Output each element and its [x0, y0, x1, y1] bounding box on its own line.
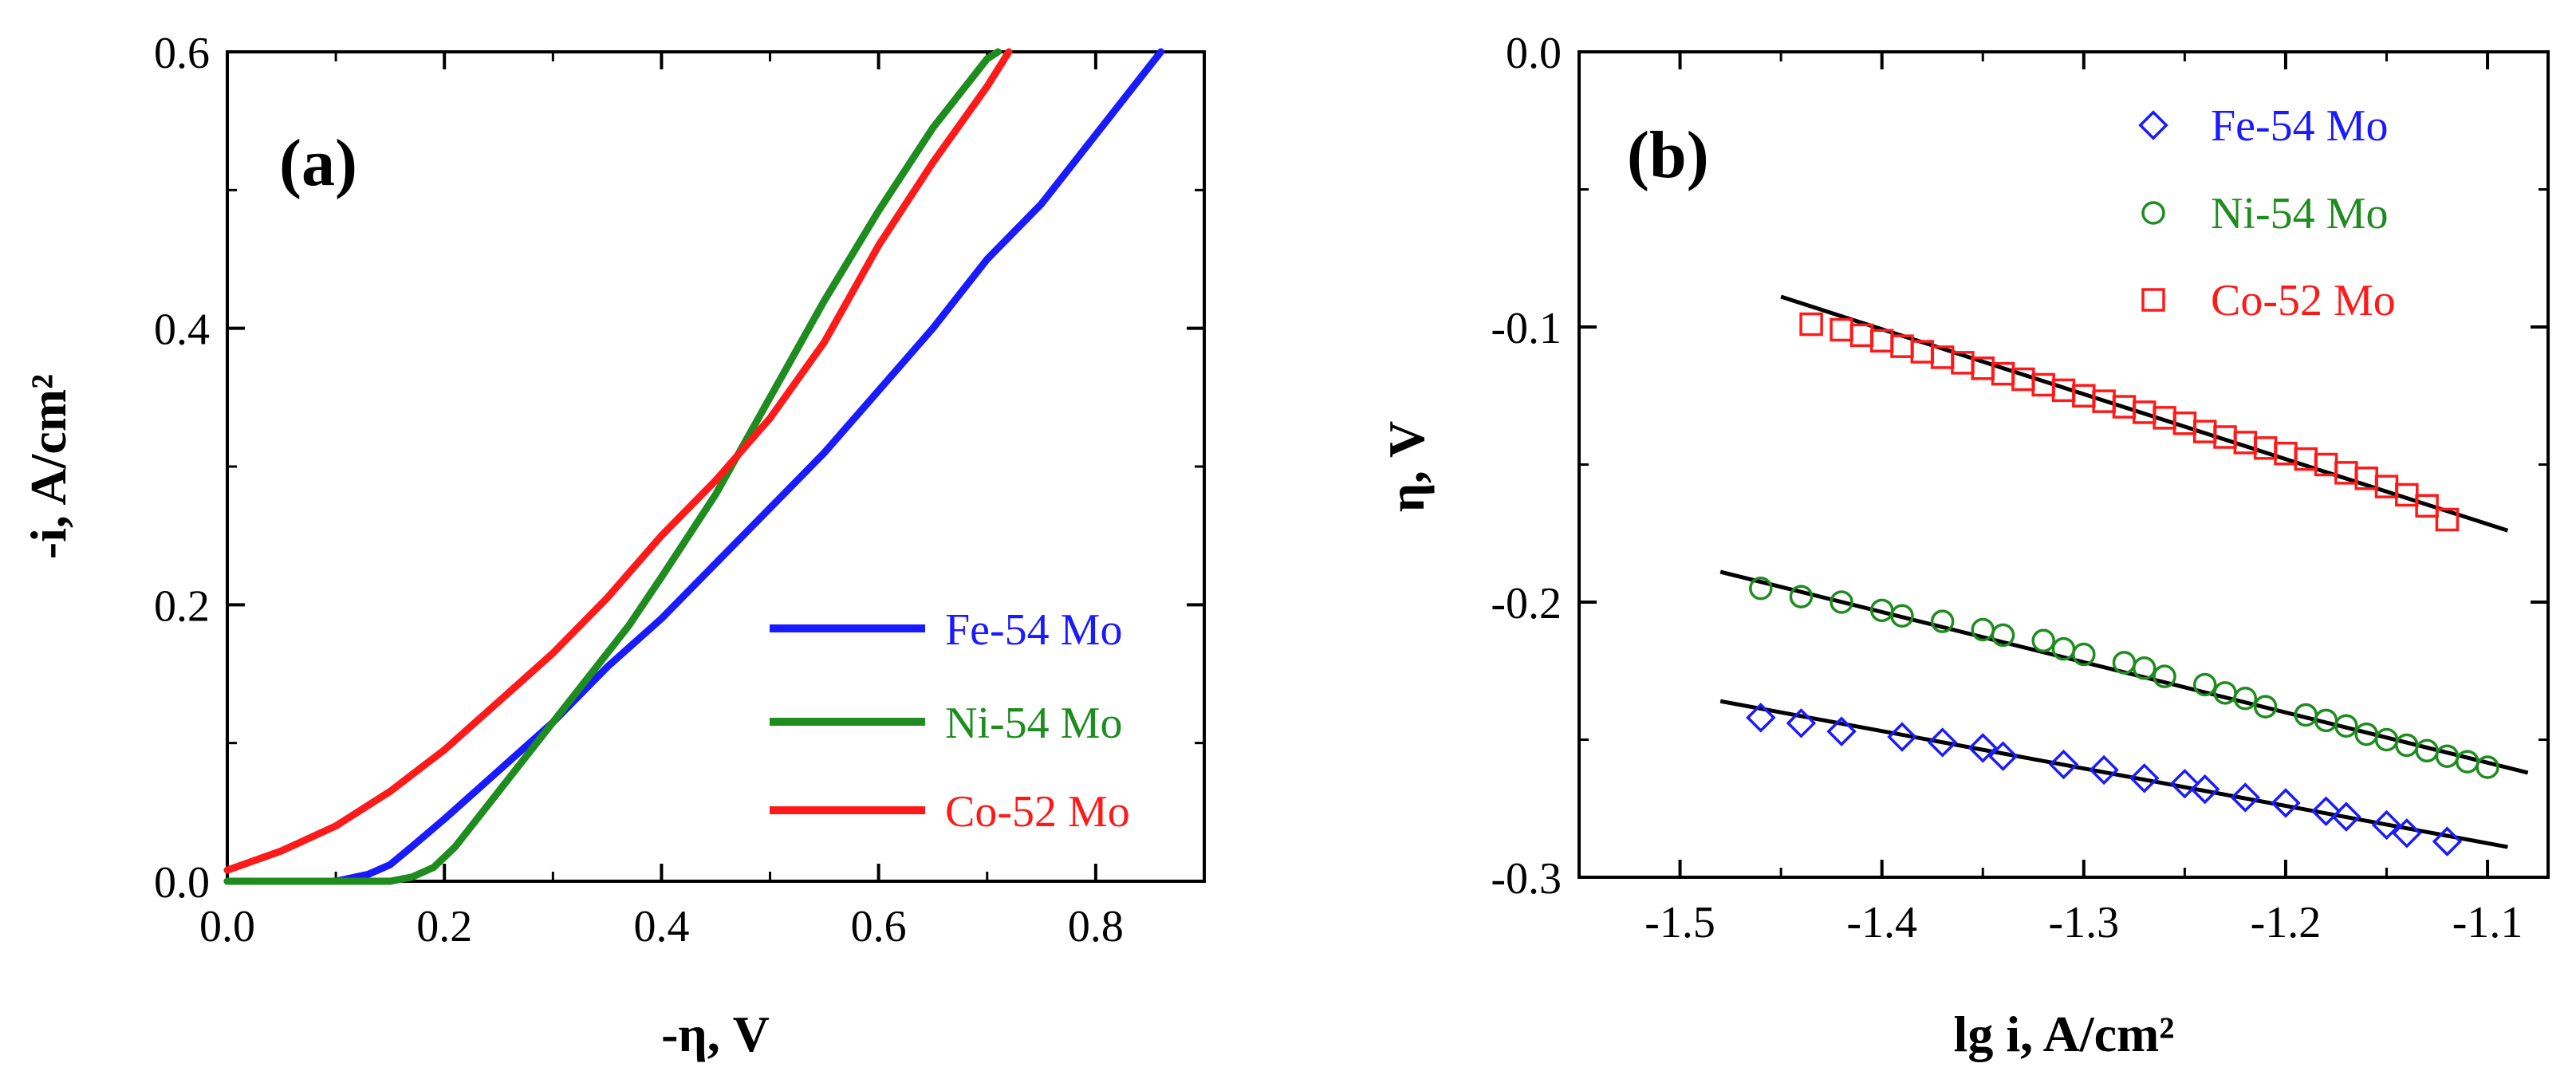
panel-b-xtick-label: -1.1 — [2452, 898, 2523, 947]
panel-b-ytick-label: -0.2 — [1491, 579, 1562, 628]
panel-b-ylabel: η, V — [1378, 421, 1435, 513]
panel-b-legend: Fe-54 Mo Ni-54 Mo Co-52 Mo — [2138, 101, 2396, 325]
panel-b-xtick-label: -1.2 — [2251, 898, 2322, 947]
panel-b-xlabel: lg i, A/cm² — [1954, 1006, 2175, 1062]
point-fe — [1746, 703, 1776, 733]
panel-a-xtick-label: 0.4 — [633, 902, 689, 951]
point-fe — [1887, 722, 1917, 752]
panel-a-ylabel: -i, A/cm² — [20, 374, 77, 559]
legend-b-marker-shape-co — [2141, 288, 2165, 312]
legend-b-label-co: Co-52 Mo — [2211, 276, 2396, 325]
legend-a-label-fe: Fe-54 Mo — [945, 605, 1122, 655]
point-fe — [1826, 716, 1857, 746]
point-ni — [2253, 695, 2278, 719]
point-fe — [2048, 749, 2079, 780]
panel-a-xtick-label: 0.6 — [851, 902, 907, 951]
point-co — [1849, 323, 1874, 348]
point-ni — [1830, 590, 1853, 614]
point-ni — [2072, 642, 2096, 667]
panel-a-xtick-label: 0.2 — [416, 902, 472, 951]
panel-a-ytick-label: 0.2 — [154, 581, 210, 631]
panel-b-xtick-label: -1.4 — [1846, 898, 1917, 947]
legend-b-marker-ni — [2141, 201, 2165, 225]
point-ni — [2153, 664, 2176, 688]
panel-a: 0.0 0.2 0.4 0.6 0.8 0.0 0.2 0.4 0.6 (a) -η, V -i… — [20, 29, 1206, 1062]
legend-b-label-fe: Fe-54 Mo — [2211, 101, 2388, 151]
point-ni — [2112, 651, 2137, 675]
point-fe — [2432, 826, 2463, 857]
legend-a-label-ni: Ni-54 Mo — [945, 699, 1122, 748]
point-ni — [1890, 604, 1914, 628]
point-co — [2415, 494, 2439, 518]
point-ni — [2031, 628, 2055, 653]
panel-a-series — [223, 48, 1165, 885]
point-ni — [1789, 585, 1814, 608]
point-ni — [2476, 755, 2499, 779]
point-ni — [2233, 687, 2258, 711]
legend-b-marker-fe — [2138, 110, 2168, 140]
panel-a-ticks: 0.0 0.2 0.4 0.6 0.8 0.0 0.2 0.4 0.6 — [154, 29, 1206, 951]
curve-fe — [223, 48, 1165, 885]
point-co — [2435, 507, 2460, 532]
point-fe — [2230, 782, 2261, 813]
point-ni — [1991, 623, 2015, 648]
panel-a-ytick-label: 0.6 — [154, 29, 210, 78]
curve-co — [223, 48, 1013, 874]
panel-b-xtick-label: -1.3 — [2048, 898, 2119, 947]
point-fe — [2371, 809, 2402, 841]
panel-a-legend: Fe-54 Mo Ni-54 Mo Co-52 Mo — [770, 605, 1130, 837]
curve-ni — [223, 48, 1002, 885]
point-ni — [2456, 750, 2479, 774]
point-co — [1830, 317, 1853, 342]
panel-a-xtick-label: 0.8 — [1068, 902, 1124, 951]
panel-b-series — [1719, 294, 2529, 857]
panel-b-ytick-label: 0.0 — [1506, 29, 1562, 78]
panel-b-ytick-label: -0.3 — [1491, 854, 1562, 904]
panel-b: -1.5 -1.4 -1.3 -1.2 -1.1-0.3-0.2-0.10.0 (b) … — [1378, 29, 2550, 1062]
point-ni — [2192, 672, 2217, 697]
point-co — [1799, 312, 1823, 337]
point-ni — [2133, 656, 2157, 680]
legend-a-label-co: Co-52 Mo — [945, 787, 1130, 837]
point-fe — [2331, 801, 2361, 832]
panel-a-xlabel: -η, V — [661, 1006, 770, 1062]
point-fe — [2310, 796, 2342, 826]
point-fe — [1786, 708, 1817, 738]
panel-a-label: (a) — [279, 126, 357, 200]
panel-b-ticks: -1.5 -1.4 -1.3 -1.2 -1.1 -0.3 -0.2 -0.1 0.0 — [1491, 29, 2548, 947]
point-fe — [2271, 788, 2301, 818]
legend-b-label-ni: Ni-54 Mo — [2211, 189, 2388, 238]
legend-b-marker-shape-ni — [2141, 201, 2165, 225]
point-ni — [2213, 681, 2237, 705]
point-fe — [1927, 727, 1958, 758]
legend-b-marker-co — [2141, 288, 2165, 312]
panel-b-label: (b) — [1627, 118, 1709, 192]
point-fe — [2129, 763, 2160, 794]
fit-line-co — [1780, 294, 2509, 533]
point-ni — [1930, 609, 1955, 633]
point-fe — [2089, 754, 2119, 786]
point-fe — [2392, 818, 2422, 849]
point-fe — [1987, 741, 2019, 771]
legend-b-marker-shape-fe — [2138, 110, 2168, 140]
panel-b-xtick-label: -1.5 — [1644, 898, 1715, 947]
point-ni — [2334, 714, 2358, 738]
point-ni — [1749, 577, 1773, 601]
panel-b-ytick-label: -0.1 — [1491, 304, 1562, 353]
point-fe — [2169, 768, 2200, 799]
panel-a-ytick-label: 0.4 — [154, 305, 210, 355]
panel-a-xtick-label: 0.0 — [199, 902, 255, 951]
point-fe — [2189, 774, 2220, 805]
panel-a-ytick-label: 0.0 — [154, 858, 210, 908]
panel-a-frame — [226, 50, 1206, 883]
point-fe — [1967, 733, 1998, 763]
